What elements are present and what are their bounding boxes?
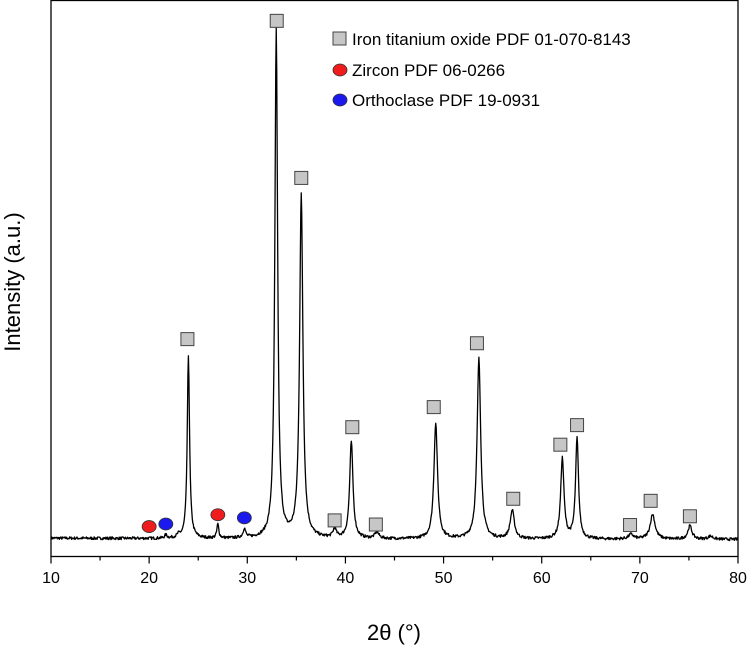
peak-marker-iron-titanium-oxide <box>623 518 638 533</box>
plot-border <box>50 0 739 558</box>
x-tick-label: 70 <box>631 570 649 587</box>
peak-marker-iron-titanium-oxide <box>469 336 484 351</box>
peak-marker-iron-titanium-oxide <box>682 509 697 524</box>
legend: Iron titanium oxide PDF 01-070-8143 Zirc… <box>332 30 631 110</box>
peak-marker-iron-titanium-oxide <box>570 418 585 433</box>
peak-marker-zircon <box>210 508 226 522</box>
peak-marker-iron-titanium-oxide <box>643 493 658 508</box>
x-axis-tick-labels: 10 20 30 40 50 60 70 80 <box>42 570 747 587</box>
peak-marker-iron-titanium-oxide <box>180 332 195 347</box>
legend-marker-zircon <box>332 63 348 77</box>
peak-marker-zircon <box>141 520 157 533</box>
y-axis-title: Intensity (a.u.) <box>0 212 25 351</box>
peak-marker-iron-titanium-oxide <box>506 491 521 506</box>
x-tick-label: 40 <box>337 570 355 587</box>
x-tick-label: 60 <box>533 570 551 587</box>
peak-marker-iron-titanium-oxide <box>368 517 383 532</box>
peak-marker-iron-titanium-oxide <box>294 170 309 185</box>
peak-marker-iron-titanium-oxide <box>345 420 360 435</box>
legend-label-iron-titanium-oxide: Iron titanium oxide PDF 01-070-8143 <box>352 30 631 49</box>
legend-label-zircon: Zircon PDF 06-0266 <box>352 61 505 80</box>
peak-marker-iron-titanium-oxide <box>327 513 342 528</box>
x-tick-label: 30 <box>238 570 256 587</box>
plot-frame <box>50 0 739 558</box>
diffraction-pattern-line <box>50 27 739 542</box>
peak-marker-orthoclase <box>236 511 252 525</box>
phase-peak-markers <box>141 13 697 533</box>
x-axis-title: 2θ (°) <box>367 620 421 645</box>
x-tick-label: 20 <box>140 570 158 587</box>
x-tick-label: 10 <box>42 570 60 587</box>
x-axis-ticks <box>50 556 739 564</box>
legend-marker-orthoclase <box>332 93 348 107</box>
legend-marker-iron-titanium-oxide <box>332 31 347 46</box>
legend-label-orthoclase: Orthoclase PDF 19-0931 <box>352 91 540 110</box>
peak-marker-iron-titanium-oxide <box>553 437 568 452</box>
x-tick-label: 50 <box>435 570 453 587</box>
peak-marker-orthoclase <box>158 517 174 531</box>
x-tick-label: 80 <box>729 570 747 587</box>
peak-marker-iron-titanium-oxide <box>269 13 284 28</box>
peak-marker-iron-titanium-oxide <box>426 400 441 415</box>
